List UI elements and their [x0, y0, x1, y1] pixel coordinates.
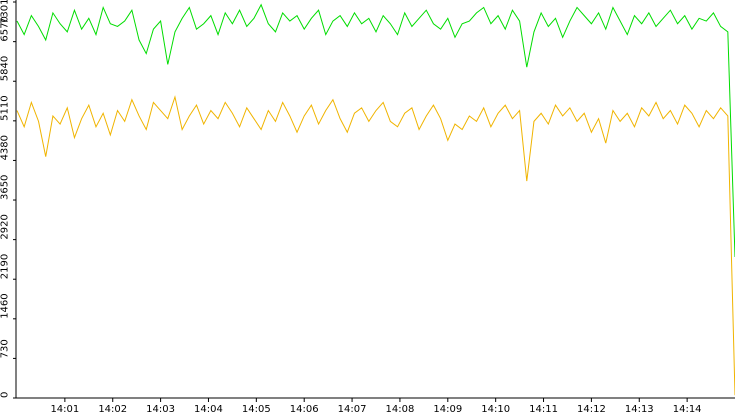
y-tick-label: 2190 [0, 254, 10, 279]
y-tick-label: 4380 [0, 135, 10, 160]
x-tick-label: 14:13 [625, 404, 654, 415]
x-tick-label: 14:07 [338, 404, 367, 415]
y-tick-label: 5840 [0, 56, 10, 81]
x-tick-label: 14:03 [146, 404, 175, 415]
y-tick-label: 7301 [0, 0, 10, 24]
y-tick-label: 5110 [0, 95, 10, 120]
x-tick-label: 14:14 [673, 404, 702, 415]
x-tick-label: 14:01 [50, 404, 79, 415]
y-tick-label: 1460 [0, 293, 10, 318]
y-tick-label: 0 [0, 392, 10, 398]
series-line [16, 3, 735, 257]
x-tick-label: 14:06 [290, 404, 319, 415]
y-tick-label: 3650 [0, 175, 10, 200]
series-line [16, 95, 735, 396]
x-tick-label: 14:05 [242, 404, 271, 415]
x-tick-label: 14:11 [529, 404, 558, 415]
x-tick-label: 14:12 [577, 404, 606, 415]
x-tick-label: 14:10 [481, 404, 510, 415]
x-tick-label: 14:08 [386, 404, 415, 415]
y-tick-label: 730 [0, 339, 10, 358]
x-tick-label: 14:02 [98, 404, 127, 415]
x-tick-label: 14:04 [194, 404, 223, 415]
y-tick-label: 2920 [0, 214, 10, 239]
x-tick-label: 14:09 [433, 404, 462, 415]
y-tick-label: 6570 [0, 16, 10, 41]
